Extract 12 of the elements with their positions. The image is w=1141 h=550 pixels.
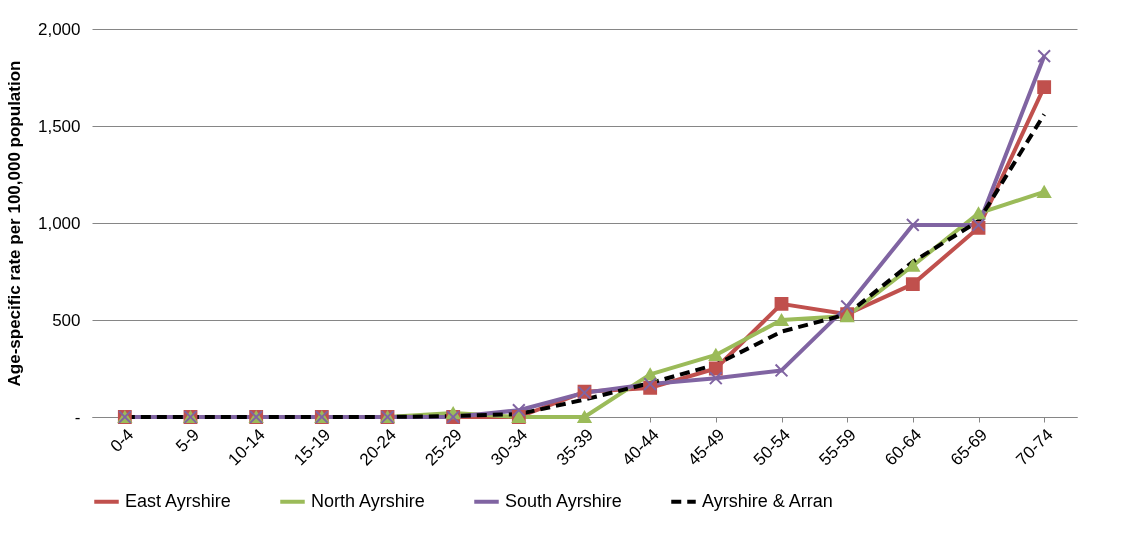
legend-label: Ayrshire & Arran	[702, 490, 833, 511]
y-tick-label: 1,500	[37, 116, 81, 136]
x-tick-label: 5-9	[172, 425, 204, 456]
y-tick-label: -	[74, 407, 81, 427]
y-tick-label: 2,000	[37, 19, 81, 39]
legend-label: South Ayrshire	[505, 490, 622, 511]
y-tick-label: 1,000	[37, 213, 81, 233]
x-tick-label: 0-4	[106, 425, 138, 456]
y-axis-title: Age-specific rate per 100,000 population	[4, 60, 24, 387]
legend-label: North Ayrshire	[311, 490, 425, 511]
y-tick-label: 500	[52, 310, 81, 330]
legend-label: East Ayrshire	[125, 490, 231, 511]
